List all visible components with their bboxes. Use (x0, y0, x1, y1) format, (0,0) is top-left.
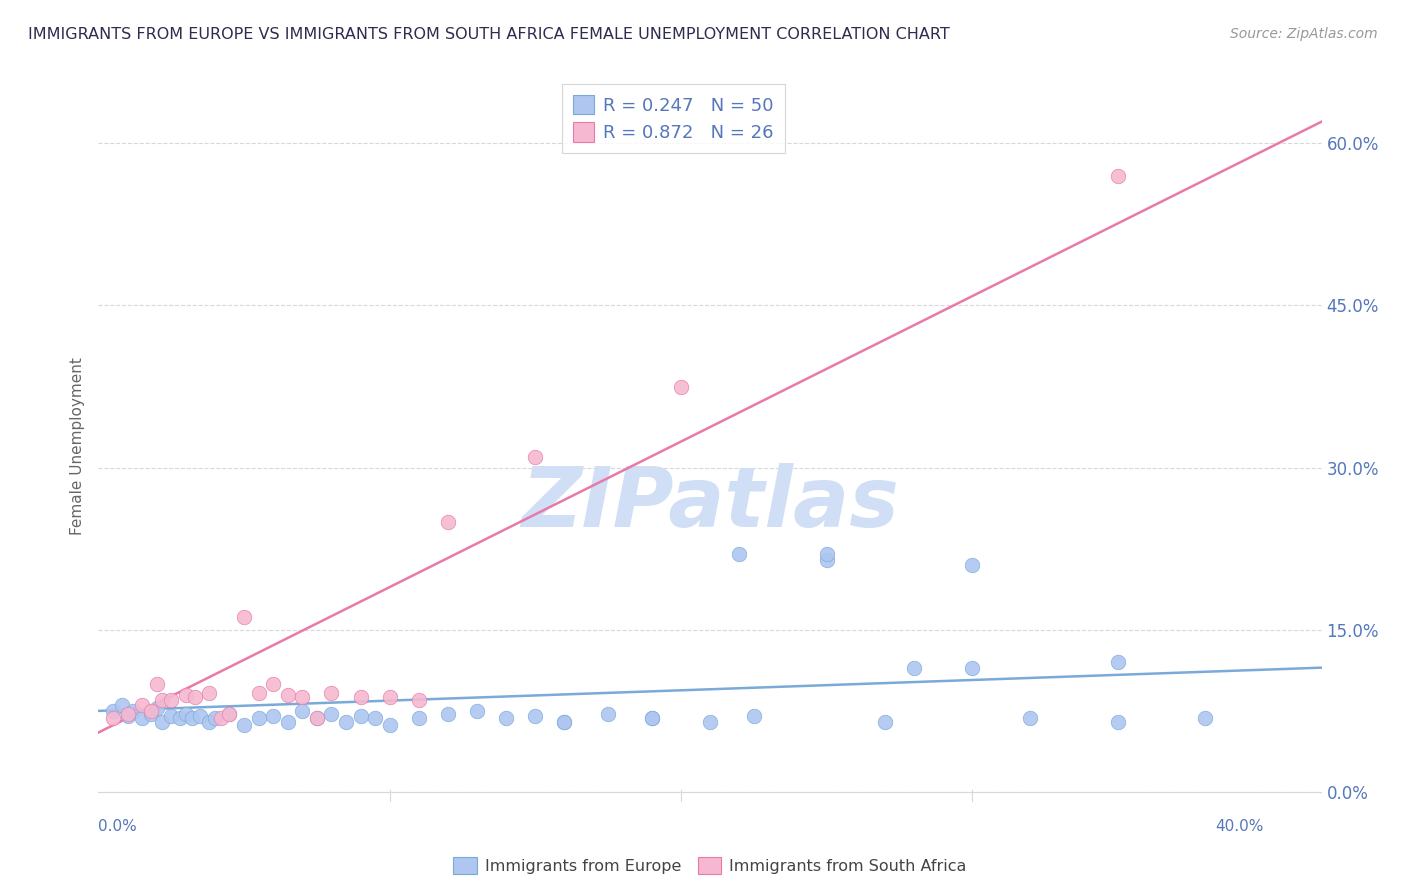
Point (903, 660, 925, 674)
Point (728, 547, 751, 561)
Point (183, 690, 205, 704)
Text: 40.0%: 40.0% (1215, 819, 1264, 834)
Point (174, 707, 197, 722)
Point (145, 677, 167, 691)
Point (131, 711, 153, 725)
Point (815, 547, 838, 561)
Text: IMMIGRANTS FROM EUROPE VS IMMIGRANTS FROM SOUTH AFRICA FEMALE UNEMPLOYMENT CORRE: IMMIGRANTS FROM EUROPE VS IMMIGRANTS FRO… (28, 27, 950, 42)
Point (524, 709, 547, 723)
Text: Source: ZipAtlas.com: Source: ZipAtlas.com (1230, 27, 1378, 41)
Point (305, 711, 328, 725)
Text: 0.0%: 0.0% (98, 819, 138, 834)
Point (495, 711, 517, 725)
Point (321, 685, 343, 699)
Point (101, 704, 124, 718)
Point (378, 690, 401, 704)
Point (188, 709, 212, 723)
Point (198, 685, 221, 699)
Point (247, 711, 270, 725)
Point (209, 711, 232, 725)
Point (174, 688, 197, 702)
Point (291, 704, 314, 718)
Point (218, 707, 240, 722)
Point (1194, 711, 1216, 725)
Point (1107, 169, 1129, 183)
Point (152, 693, 174, 707)
Point (641, 711, 664, 725)
Point (160, 709, 183, 723)
Point (596, 707, 619, 722)
Point (408, 711, 430, 725)
Point (699, 714, 721, 729)
Point (960, 558, 983, 572)
Point (305, 711, 328, 725)
Point (277, 714, 299, 729)
Point (247, 685, 270, 699)
Point (139, 707, 162, 722)
Text: ZIPatlas: ZIPatlas (522, 463, 898, 543)
Point (233, 718, 256, 732)
Y-axis label: Female Unemployment: Female Unemployment (69, 357, 84, 535)
Point (291, 690, 314, 704)
Point (169, 711, 191, 725)
Point (437, 707, 460, 722)
Point (117, 709, 139, 723)
Point (1019, 711, 1042, 725)
Point (742, 709, 765, 723)
Point (465, 704, 488, 718)
Point (122, 704, 145, 718)
Point (815, 552, 838, 566)
Point (335, 714, 357, 729)
Point (204, 711, 226, 725)
Point (524, 450, 547, 464)
Point (131, 698, 153, 713)
Point (160, 693, 183, 707)
Point (669, 379, 692, 393)
Point (437, 515, 460, 529)
Point (262, 709, 284, 723)
Point (553, 714, 575, 729)
Point (321, 707, 343, 722)
Point (641, 711, 664, 725)
Point (553, 714, 575, 729)
Point (145, 700, 167, 714)
Point (349, 709, 371, 723)
Point (218, 707, 240, 722)
Point (277, 688, 299, 702)
Point (349, 690, 371, 704)
Point (1107, 714, 1129, 729)
Legend: Immigrants from Europe, Immigrants from South Africa: Immigrants from Europe, Immigrants from … (447, 851, 973, 880)
Point (139, 704, 162, 718)
Point (1107, 655, 1129, 669)
Point (152, 714, 174, 729)
Point (873, 714, 896, 729)
Point (117, 707, 139, 722)
Point (960, 660, 983, 674)
Point (180, 711, 202, 725)
Point (378, 718, 401, 732)
Point (101, 711, 124, 725)
Point (233, 610, 256, 624)
Point (262, 677, 284, 691)
Point (364, 711, 387, 725)
Point (111, 698, 134, 713)
Point (198, 714, 221, 729)
Point (408, 693, 430, 707)
